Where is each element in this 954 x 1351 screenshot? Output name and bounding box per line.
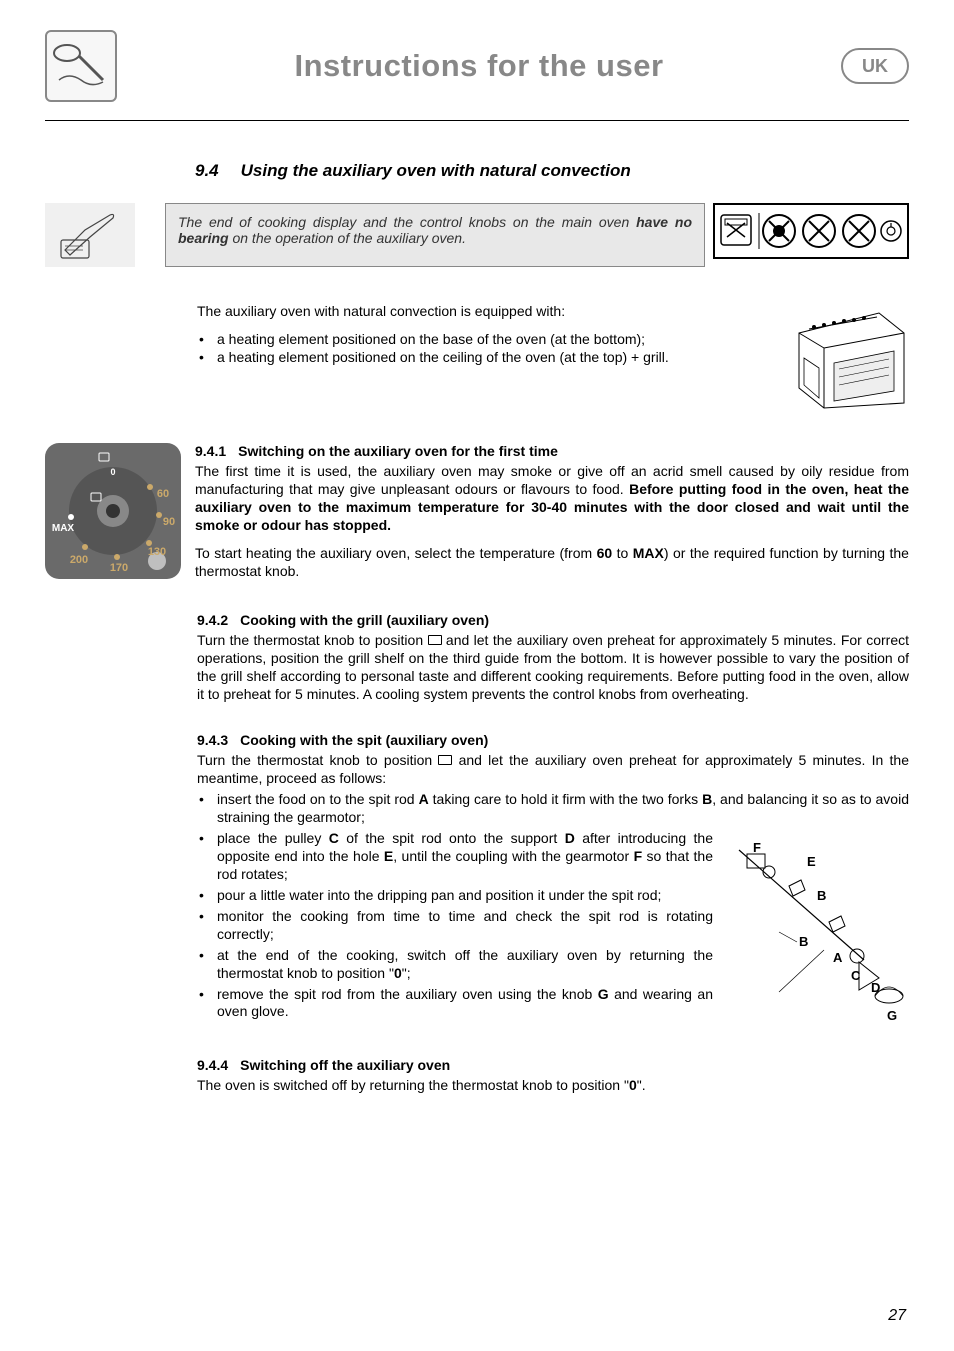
- s942-p: Turn the thermostat knob to position and…: [197, 632, 909, 704]
- note-row: The end of cooking display and the contr…: [45, 203, 909, 267]
- svg-text:130: 130: [148, 546, 166, 558]
- equipped-block: The auxiliary oven with natural convecti…: [197, 303, 909, 413]
- svg-text:A: A: [833, 950, 843, 965]
- s943-left: place the pulley C of the spit rod onto …: [197, 830, 713, 1024]
- note-tail: on the operation of the auxiliary oven.: [229, 230, 466, 246]
- note-icon-cell: [45, 203, 157, 267]
- svg-text:200: 200: [70, 554, 88, 566]
- section-title: 9.4 Using the auxiliary oven with natural…: [195, 161, 909, 181]
- sub-num: 9.4.4: [197, 1057, 228, 1073]
- s943-intro: Turn the thermostat knob to position and…: [197, 752, 909, 788]
- spit-diagram-icon: F E B B A C D G: [729, 830, 909, 1035]
- sub-title: Cooking with the grill (auxiliary oven): [240, 612, 489, 628]
- s943-list: place the pulley C of the spit rod onto …: [197, 830, 713, 1021]
- page-header: Instructions for the user UK: [45, 30, 909, 121]
- equipped-intro: The auxiliary oven with natural convecti…: [197, 303, 759, 319]
- section-941-row: 0 60 90 130 170 200 MAX 9.4.1 Switching o…: [45, 443, 909, 584]
- spit-position-icon: [438, 755, 452, 765]
- list-item: at the end of the cooking, switch off th…: [217, 947, 713, 983]
- list-item: monitor the cooking from time to time an…: [217, 908, 713, 944]
- grill-position-icon: [428, 635, 442, 645]
- manual-icon: [45, 203, 135, 267]
- spoon-logo-icon: [45, 30, 117, 102]
- equipped-item: a heating element positioned on the base…: [217, 331, 759, 347]
- equipped-list: a heating element positioned on the base…: [197, 331, 759, 365]
- svg-text:60: 60: [157, 488, 169, 500]
- s943-list-top: insert the food on to the spit rod A tak…: [197, 791, 909, 827]
- s944-p: The oven is switched off by returning th…: [197, 1077, 909, 1095]
- equipped-text: The auxiliary oven with natural convecti…: [197, 303, 759, 367]
- sub-title: Switching on the auxiliary oven for the …: [238, 443, 558, 459]
- section-title-text: Using the auxiliary oven with natural co…: [241, 161, 631, 180]
- svg-text:MAX: MAX: [52, 523, 75, 534]
- sub-heading-943: 9.4.3 Cooking with the spit (auxiliary ov…: [197, 732, 909, 748]
- sub-heading-944: 9.4.4 Switching off the auxiliary oven: [197, 1057, 909, 1073]
- sub-num: 9.4.3: [197, 732, 228, 748]
- section-941: 9.4.1 Switching on the auxiliary oven for…: [195, 443, 909, 580]
- svg-text:E: E: [807, 854, 816, 869]
- s943-row: place the pulley C of the spit rod onto …: [197, 830, 909, 1035]
- list-item: insert the food on to the spit rod A tak…: [217, 791, 909, 827]
- svg-text:G: G: [887, 1008, 897, 1023]
- s941-p1: The first time it is used, the auxiliary…: [195, 463, 909, 535]
- sub-title: Switching off the auxiliary oven: [240, 1057, 450, 1073]
- svg-text:D: D: [871, 980, 880, 995]
- list-item: pour a little water into the dripping pa…: [217, 887, 713, 905]
- sub-num: 9.4.2: [197, 612, 228, 628]
- svg-text:C: C: [851, 968, 861, 983]
- oven-diagram-icon: [779, 303, 909, 413]
- svg-text:90: 90: [163, 516, 175, 528]
- equipped-item: a heating element positioned on the ceil…: [217, 349, 759, 365]
- svg-text:F: F: [753, 840, 761, 855]
- thermostat-knob-icon: 0 60 90 130 170 200 MAX: [45, 443, 181, 584]
- note-plain: The end of cooking display and the contr…: [178, 214, 636, 230]
- list-item: remove the spit rod from the auxiliary o…: [217, 986, 713, 1022]
- section-number: 9.4: [195, 161, 219, 180]
- list-item: place the pulley C of the spit rod onto …: [217, 830, 713, 884]
- page-number: 27: [888, 1307, 906, 1325]
- sub-num: 9.4.1: [195, 443, 226, 459]
- sub-title: Cooking with the spit (auxiliary oven): [240, 732, 488, 748]
- svg-text:0: 0: [110, 467, 115, 477]
- section-944: 9.4.4 Switching off the auxiliary oven Th…: [197, 1057, 909, 1095]
- sub-heading-941: 9.4.1 Switching on the auxiliary oven for…: [195, 443, 909, 459]
- section-942: 9.4.2 Cooking with the grill (auxiliary o…: [197, 612, 909, 704]
- uk-badge: UK: [841, 48, 909, 84]
- svg-text:B: B: [817, 888, 826, 903]
- page-title: Instructions for the user: [117, 48, 841, 84]
- note-text: The end of cooking display and the contr…: [165, 203, 705, 267]
- svg-text:170: 170: [110, 562, 128, 574]
- s941-p2: To start heating the auxiliary oven, sel…: [195, 545, 909, 581]
- control-panel-icon: [713, 203, 909, 259]
- section-943: 9.4.3 Cooking with the spit (auxiliary ov…: [197, 732, 909, 1036]
- svg-text:B: B: [799, 934, 808, 949]
- sub-heading-942: 9.4.2 Cooking with the grill (auxiliary o…: [197, 612, 909, 628]
